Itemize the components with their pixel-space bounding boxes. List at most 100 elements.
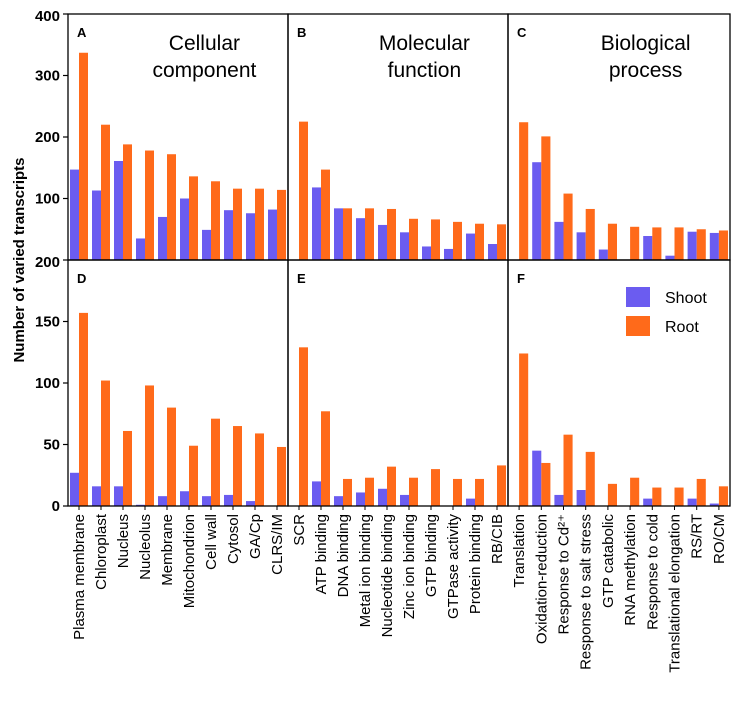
bar-root-plasma-membrane [79, 312, 88, 506]
bar-root-cell-wall [211, 181, 220, 260]
bar-shoot-membrane [158, 216, 167, 260]
y-tick-label: 0 [52, 498, 60, 515]
panel-letter: F [517, 271, 525, 286]
bar-shoot-cell-wall [202, 229, 211, 260]
bar-root-scr [299, 121, 308, 261]
bar-shoot-oxidation-reduction [532, 162, 542, 260]
y-axis-title: Number of varied transcripts [11, 157, 28, 362]
bar-shoot-gtp-binding [422, 246, 431, 260]
bar-shoot-gtpase-activity [444, 248, 453, 260]
category-label-scr: SCR [291, 514, 308, 546]
category-label-metal-ion-binding: Metal ion binding [357, 514, 374, 627]
bar-root-translational-elongation [674, 227, 684, 260]
category-label-rna-methylation: RNA methylation [622, 514, 639, 626]
category-label-ga-cp: GA/Cp [247, 514, 264, 559]
category-label-clrs-im: CLRS/IM [269, 514, 286, 575]
bar-shoot-nucleus [114, 486, 123, 506]
panel-letter: B [297, 25, 306, 40]
panel-title-line: Biological [601, 32, 691, 55]
category-label-nucleolus: Nucleolus [137, 514, 154, 580]
bar-shoot-nucleotide-binding [378, 488, 387, 506]
category-label-mitochondrion: Mitochondrion [181, 514, 198, 608]
bar-root-response-to-cold [652, 487, 662, 506]
bar-root-gtp-catabolic [607, 483, 617, 506]
y-axis-title-text: Number of varied transcripts [11, 157, 28, 362]
bar-shoot-ro-cm [709, 232, 719, 260]
panel-c: C Biological process [507, 13, 731, 261]
panel-e: E SCR ATP binding DNA binding Metal ion bind… [287, 259, 509, 637]
bar-root-gtpase-activity [453, 221, 462, 260]
bar-root-cell-wall [211, 418, 220, 506]
bar-shoot-oxidation-reduction [532, 450, 542, 506]
panel-title-line: component [152, 59, 256, 82]
category-label-response-to-cold: Response to cold [644, 514, 661, 630]
bar-root-oxidation-reduction [541, 462, 551, 506]
bar-root-ga-cp [255, 188, 264, 260]
category-label-response-to-salt-stress: Response to salt stress [578, 514, 595, 670]
y-tick-label: 400 [35, 8, 60, 25]
bar-shoot-rb-cib [488, 244, 497, 260]
panel-letter: C [517, 25, 527, 40]
bar-root-ga-cp [255, 433, 264, 506]
bar-shoot-zinc-ion-binding [400, 494, 409, 506]
bar-shoot-mitochondrion [180, 198, 189, 260]
bar-shoot-ga-cp [246, 213, 255, 260]
panel-letter: E [297, 271, 306, 286]
bar-shoot-response-to-salt-stress [576, 490, 586, 506]
bar-shoot-response-to-cold [643, 236, 653, 260]
category-label-cytosol: Cytosol [225, 514, 242, 564]
bar-root-rs-rt [696, 478, 706, 506]
bar-root-rna-methylation [630, 477, 640, 506]
y-tick-label: 300 [35, 68, 60, 85]
category-label-rs-rt: RS/RT [689, 514, 706, 559]
category-label-cell-wall: Cell wall [203, 514, 220, 570]
panel-letter: D [77, 271, 86, 286]
bar-root-protein-binding [475, 223, 484, 260]
bar-root-gtp-catabolic [607, 223, 617, 260]
category-label-membrane: Membrane [159, 514, 176, 586]
bar-root-gtp-binding [431, 219, 440, 260]
bar-shoot-atp-binding [312, 481, 321, 506]
panel-title-line: function [388, 59, 462, 82]
bar-root-membrane [167, 407, 176, 506]
legend-swatch-shoot [626, 287, 650, 307]
bar-shoot-ro-cm [709, 503, 719, 506]
category-label-gtpase-activity: GTPase activity [445, 514, 462, 620]
bar-shoot-rs-rt [687, 231, 697, 260]
bar-shoot-atp-binding [312, 187, 321, 260]
y-tick-label: 100 [35, 375, 60, 392]
y-tick-label: 100 [35, 191, 60, 208]
y-tick-label: 50 [43, 437, 60, 454]
bar-shoot-response-to-cd [554, 494, 564, 506]
category-label-plasma-membrane: Plasma membrane [71, 514, 88, 640]
bar-root-chloroplast [101, 380, 110, 506]
bar-root-atp-binding [321, 169, 330, 260]
bar-root-mitochondrion [189, 176, 198, 260]
category-label-zinc-ion-binding: Zinc ion binding [401, 514, 418, 619]
bar-root-metal-ion-binding [365, 208, 374, 260]
bar-root-nucleus [123, 430, 132, 506]
bar-root-nucleus [123, 144, 132, 260]
legend: Shoot Root [626, 287, 707, 336]
bar-root-response-to-cold [652, 227, 662, 260]
category-label-gtp-catabolic: GTP catabolic [600, 514, 617, 608]
bar-root-protein-binding [475, 478, 484, 506]
y-tick-label: 200 [35, 129, 60, 146]
category-label-nucleus: Nucleus [115, 514, 132, 568]
category-label-rb-cib: RB/CIB [489, 514, 506, 564]
y-tick-label: 150 [35, 314, 60, 331]
bar-root-ro-cm [718, 486, 728, 506]
bar-shoot-response-to-cold [643, 498, 653, 506]
bar-shoot-response-to-salt-stress [576, 232, 586, 260]
panel-f: F Translation Oxidation-reduction Response … [507, 259, 731, 673]
bar-root-response-to-cd [563, 434, 573, 506]
bar-shoot-membrane [158, 496, 167, 506]
panel-title-line: Molecular [379, 32, 470, 55]
bar-root-mitochondrion [189, 445, 198, 506]
bar-root-nucleolus [145, 150, 154, 260]
bar-shoot-zinc-ion-binding [400, 232, 409, 260]
bar-shoot-nucleotide-binding [378, 224, 387, 260]
bar-root-rna-methylation [630, 226, 640, 260]
bar-shoot-mitochondrion [180, 491, 189, 506]
